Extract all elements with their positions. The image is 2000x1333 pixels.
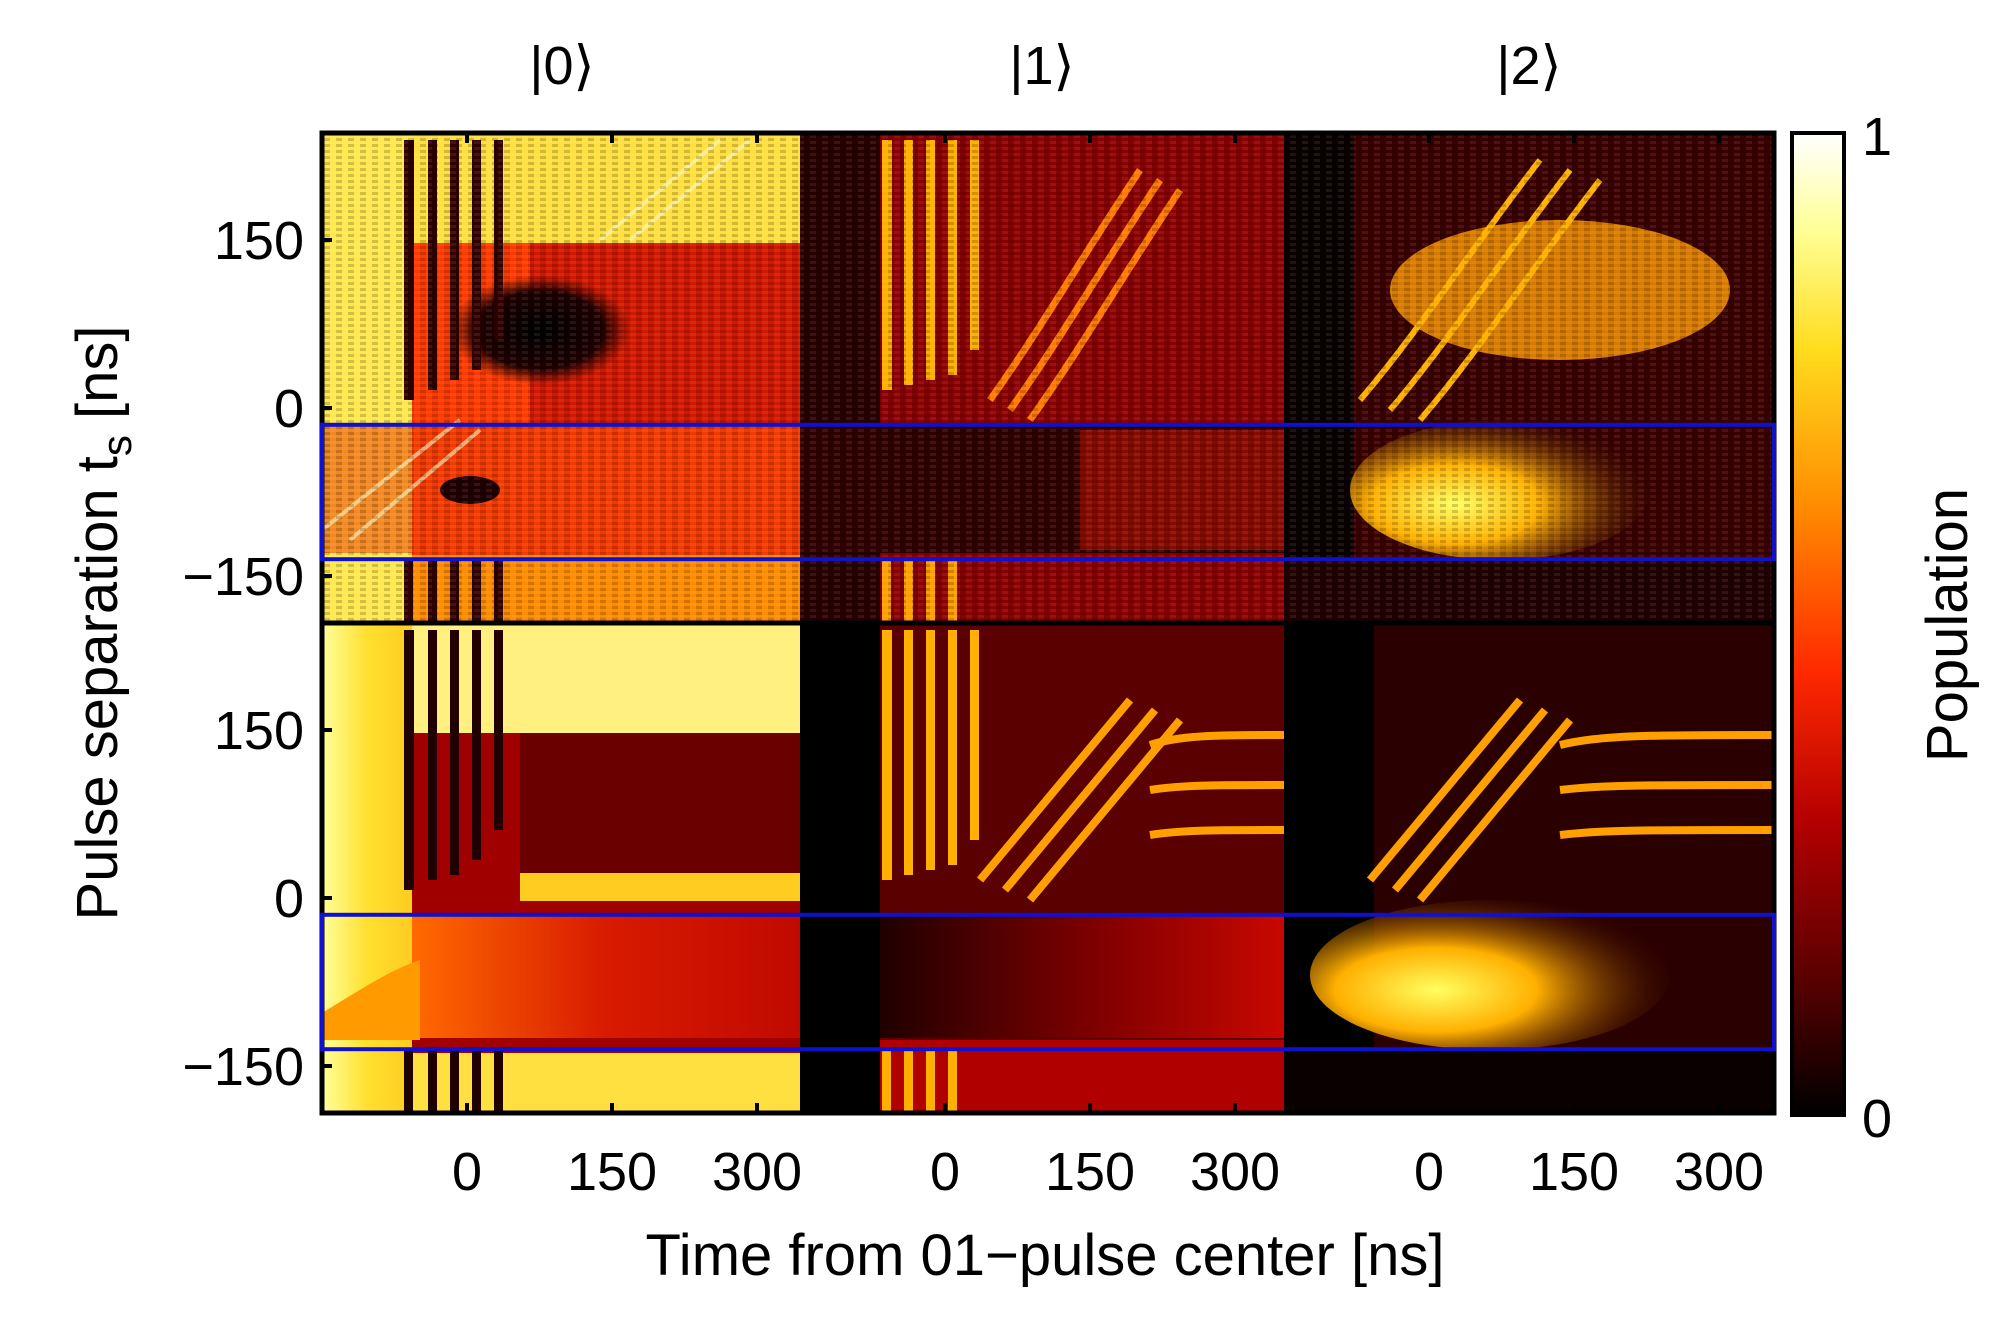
y-tick-label: −150 [182, 547, 304, 607]
colorbar-label: Population [1915, 488, 1980, 762]
y-tick-label: 0 [274, 869, 304, 929]
x-tick-label: 150 [567, 1142, 657, 1202]
x-tick-label: 300 [1190, 1142, 1280, 1202]
x-tick-label: 300 [1674, 1142, 1764, 1202]
x-tick-label: 150 [1045, 1142, 1135, 1202]
y-axis-label-subscript: s [93, 435, 140, 456]
column-title-2: |2⟩ [1496, 36, 1561, 96]
x-tick-label: 150 [1529, 1142, 1619, 1202]
column-title-0: |0⟩ [529, 36, 594, 96]
heatmap-measured-state-0 [322, 133, 800, 623]
heatmap-simulated-state-0 [322, 623, 800, 1113]
column-title-1: |1⟩ [1009, 36, 1074, 96]
y-tick-label: 0 [274, 379, 304, 439]
y-tick-label: −150 [182, 1037, 304, 1097]
x-tick-label: 0 [930, 1142, 960, 1202]
colorbar [1790, 131, 1846, 1117]
y-axis-ticks: 150 0 −150 150 0 −150 [182, 211, 332, 1097]
x-axis-ticks: 0 150 300 0 150 300 0 150 300 [452, 133, 1764, 1202]
heatmap-measured-state-1 [800, 133, 1284, 623]
x-tick-label: 300 [712, 1142, 802, 1202]
y-axis-label-unit: [ns] [65, 326, 130, 436]
heatmap-measured-state-2 [1284, 133, 1774, 623]
colorbar-tick-max: 1 [1862, 107, 1892, 167]
highlight-band-measured [320, 422, 1776, 562]
y-tick-label: 150 [214, 701, 304, 761]
y-axis-label-main: Pulse separation t [65, 456, 130, 920]
colorbar-tick-min: 0 [1862, 1089, 1892, 1149]
heatmap-simulated-state-2 [1284, 623, 1774, 1113]
x-axis-label: Time from 01−pulse center [ns] [646, 1223, 1445, 1288]
y-axis-label: Pulse separation ts [ns] [65, 326, 140, 921]
heatmap-simulated-state-1 [800, 623, 1284, 1113]
x-tick-label: 0 [452, 1142, 482, 1202]
x-tick-label: 0 [1414, 1142, 1444, 1202]
y-tick-label: 150 [214, 211, 304, 271]
highlight-band-simulated [320, 912, 1776, 1052]
